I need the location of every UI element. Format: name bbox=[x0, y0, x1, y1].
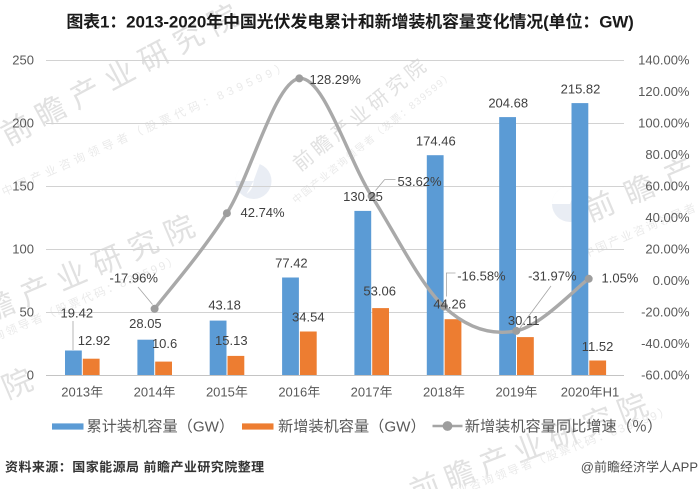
svg-text:-31.97%: -31.97% bbox=[528, 269, 577, 284]
svg-text:2015年: 2015年 bbox=[206, 385, 248, 400]
svg-text:140.00%: 140.00% bbox=[638, 53, 690, 68]
svg-text:15.13: 15.13 bbox=[215, 333, 248, 348]
svg-text:资料来源：国家能源局 前瞻产业研究院整理: 资料来源：国家能源局 前瞻产业研究院整理 bbox=[5, 460, 265, 475]
svg-text:100: 100 bbox=[12, 242, 34, 257]
svg-text:128.29%: 128.29% bbox=[310, 72, 362, 87]
svg-text:-20.00%: -20.00% bbox=[641, 305, 690, 320]
svg-text:2014年: 2014年 bbox=[134, 385, 176, 400]
svg-text:53.62%: 53.62% bbox=[398, 174, 443, 189]
svg-text:130.25: 130.25 bbox=[343, 189, 383, 204]
svg-text:@前瞻经济学人APP: @前瞻经济学人APP bbox=[581, 460, 698, 475]
svg-text:19.42: 19.42 bbox=[61, 306, 94, 321]
svg-text:215.82: 215.82 bbox=[561, 82, 601, 97]
svg-text:10.6: 10.6 bbox=[152, 336, 177, 351]
svg-text:42.74%: 42.74% bbox=[241, 205, 286, 220]
svg-text:174.46: 174.46 bbox=[416, 134, 456, 149]
svg-text:新增装机容量同比增速（％）: 新增装机容量同比增速（％） bbox=[465, 418, 662, 435]
svg-text:34.54: 34.54 bbox=[292, 310, 325, 325]
svg-text:-40.00%: -40.00% bbox=[641, 336, 690, 351]
svg-text:120.00%: 120.00% bbox=[638, 84, 690, 99]
svg-text:12.92: 12.92 bbox=[78, 333, 111, 348]
svg-text:2019年: 2019年 bbox=[495, 385, 537, 400]
svg-text:77.42: 77.42 bbox=[275, 256, 308, 271]
svg-text:0: 0 bbox=[27, 368, 34, 383]
svg-text:11.52: 11.52 bbox=[582, 339, 614, 354]
svg-text:53.06: 53.06 bbox=[363, 284, 396, 299]
svg-text:80.00%: 80.00% bbox=[645, 147, 690, 162]
svg-text:2018年: 2018年 bbox=[423, 385, 465, 400]
svg-text:新增装机容量（GW）: 新增装机容量（GW） bbox=[278, 418, 426, 435]
svg-text:2013年: 2013年 bbox=[61, 385, 103, 400]
svg-text:28.05: 28.05 bbox=[129, 316, 162, 331]
svg-text:43.18: 43.18 bbox=[208, 298, 241, 313]
svg-text:40.00%: 40.00% bbox=[645, 210, 690, 225]
svg-text:20.00%: 20.00% bbox=[645, 242, 690, 257]
svg-text:2016年: 2016年 bbox=[278, 385, 320, 400]
svg-text:-17.96%: -17.96% bbox=[109, 271, 158, 286]
svg-text:60.00%: 60.00% bbox=[645, 179, 690, 194]
svg-text:200: 200 bbox=[12, 116, 34, 131]
svg-text:150: 150 bbox=[12, 179, 34, 194]
svg-text:2020年H1: 2020年H1 bbox=[561, 385, 620, 400]
svg-text:30.11: 30.11 bbox=[508, 313, 540, 328]
svg-text:-16.58%: -16.58% bbox=[457, 269, 506, 284]
svg-text:44.26: 44.26 bbox=[433, 297, 466, 312]
svg-text:图表1：2013-2020年中国光伏发电累计和新增装机容量变: 图表1：2013-2020年中国光伏发电累计和新增装机容量变化情况(单位：GW) bbox=[66, 13, 633, 32]
svg-text:2017年: 2017年 bbox=[351, 385, 393, 400]
svg-text:204.68: 204.68 bbox=[488, 96, 528, 111]
svg-text:1.05%: 1.05% bbox=[602, 270, 639, 285]
svg-text:100.00%: 100.00% bbox=[638, 116, 690, 131]
svg-text:-60.00%: -60.00% bbox=[641, 368, 690, 383]
svg-text:250: 250 bbox=[12, 53, 34, 68]
svg-text:0.00%: 0.00% bbox=[653, 273, 690, 288]
svg-text:50: 50 bbox=[20, 305, 34, 320]
svg-text:累计装机容量（GW）: 累计装机容量（GW） bbox=[87, 418, 235, 435]
